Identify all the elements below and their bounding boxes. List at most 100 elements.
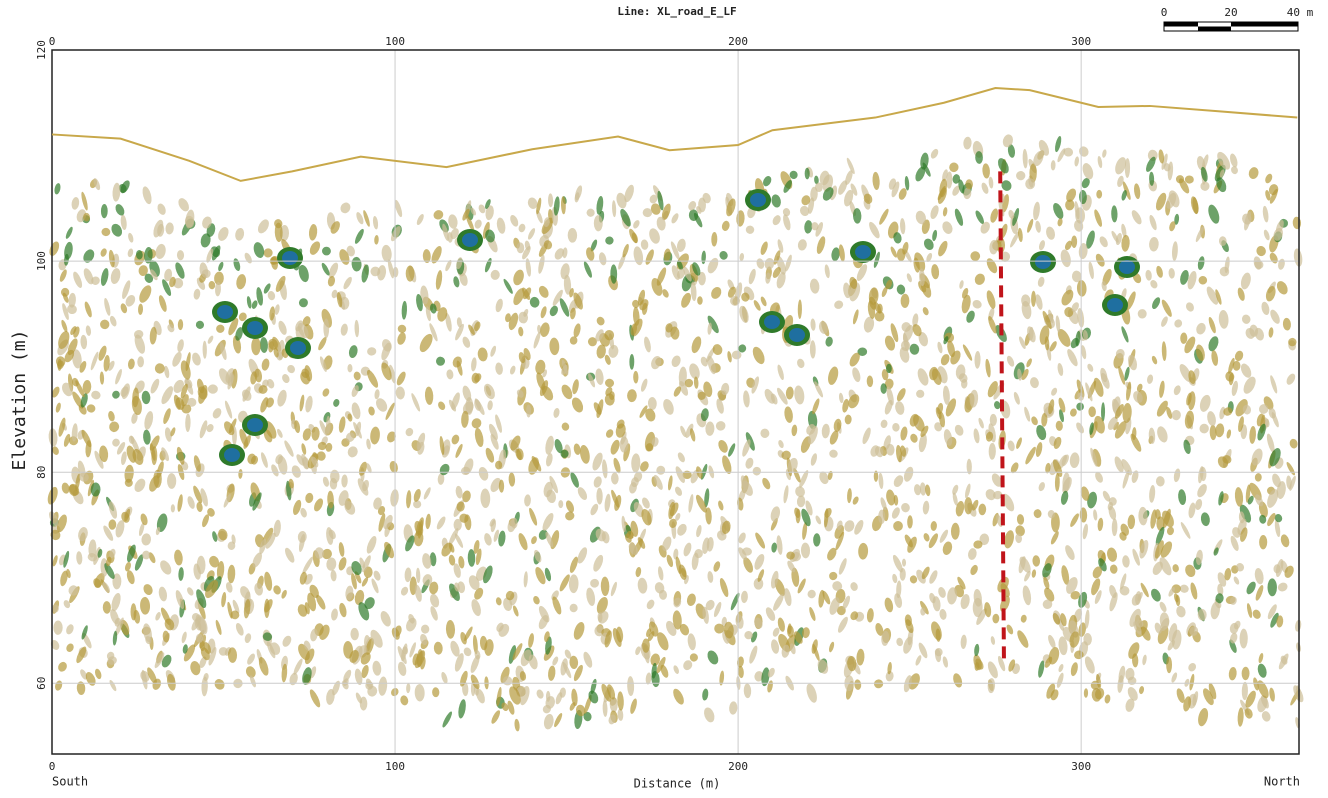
texture-blob	[158, 586, 169, 602]
texture-blob	[752, 553, 766, 572]
texture-blob	[635, 567, 642, 578]
texture-blob	[108, 519, 116, 530]
texture-blob	[920, 608, 925, 616]
texture-blob	[655, 464, 667, 476]
texture-blob	[1249, 426, 1257, 444]
texture-blob	[743, 683, 751, 698]
texture-blob	[637, 577, 648, 594]
texture-blob	[143, 410, 155, 430]
texture-blob	[489, 345, 497, 357]
texture-blob	[828, 641, 835, 653]
texture-blob	[916, 390, 924, 398]
texture-blob	[1029, 376, 1040, 389]
texture-blob	[509, 365, 517, 375]
texture-blob	[836, 615, 850, 634]
texture-blob	[125, 569, 136, 585]
texture-blob	[572, 323, 582, 338]
texture-blob	[139, 513, 148, 526]
texture-blob	[604, 493, 612, 512]
texture-blob	[1269, 687, 1276, 702]
texture-blob	[1207, 316, 1217, 334]
texture-blob	[642, 208, 652, 218]
texture-blob	[1293, 248, 1304, 267]
texture-blob	[744, 457, 754, 470]
texture-blob	[367, 347, 377, 356]
texture-blob	[776, 364, 785, 381]
texture-blob	[1237, 707, 1244, 727]
texture-blob	[697, 296, 703, 305]
texture-blob	[661, 398, 675, 417]
x-tick-label-top: 100	[385, 35, 405, 48]
texture-blob	[873, 679, 883, 689]
texture-blob	[1101, 149, 1107, 158]
texture-blob	[806, 589, 817, 600]
texture-blob	[215, 324, 225, 334]
texture-blob	[793, 385, 805, 405]
texture-blob	[601, 577, 610, 597]
texture-blob	[742, 390, 750, 408]
texture-blob	[1160, 298, 1174, 318]
texture-blob	[861, 427, 873, 445]
texture-blob	[154, 611, 162, 621]
texture-blob	[545, 453, 554, 468]
texture-blob	[752, 299, 762, 312]
texture-blob	[596, 488, 603, 505]
texture-blob	[1056, 672, 1065, 689]
texture-blob	[648, 397, 658, 410]
texture-blob	[595, 315, 606, 326]
texture-blob	[282, 251, 298, 265]
texture-blob	[365, 535, 379, 555]
texture-blob	[332, 398, 340, 407]
texture-blob	[705, 649, 720, 666]
texture-blob	[1094, 252, 1106, 268]
texture-blob	[936, 341, 943, 353]
texture-blob	[544, 435, 555, 455]
texture-blob	[936, 240, 949, 258]
texture-blob	[1084, 688, 1088, 698]
texture-blob	[523, 571, 528, 587]
texture-blob	[378, 676, 388, 696]
texture-blob	[537, 284, 551, 299]
texture-blob	[406, 490, 412, 508]
texture-blob	[1031, 569, 1036, 578]
texture-blob	[771, 214, 782, 227]
texture-blob	[1263, 229, 1271, 241]
texture-blob	[149, 378, 161, 395]
texture-blob	[1241, 314, 1252, 325]
texture-blob	[142, 429, 151, 445]
texture-blob	[323, 319, 329, 339]
texture-blob	[1172, 564, 1180, 573]
texture-blob	[424, 386, 433, 405]
texture-blob	[60, 319, 69, 333]
texture-blob	[601, 459, 608, 478]
texture-blob	[760, 428, 770, 438]
texture-blob	[856, 649, 865, 666]
texture-blob	[1121, 235, 1130, 252]
texture-blob	[974, 644, 980, 657]
texture-blob	[1083, 655, 1097, 675]
texture-blob	[1179, 521, 1192, 540]
texture-blob	[490, 269, 500, 280]
texture-blob	[416, 568, 421, 583]
texture-blob	[261, 358, 271, 371]
texture-blob	[896, 284, 906, 296]
texture-blob	[1037, 481, 1046, 492]
texture-blob	[89, 351, 99, 371]
texture-blob	[483, 532, 493, 546]
texture-blob	[280, 589, 288, 599]
texture-blob	[1005, 624, 1014, 636]
texture-blob	[963, 136, 972, 149]
texture-blob	[1294, 717, 1300, 729]
texture-blob	[810, 318, 816, 330]
texture-blob	[1035, 424, 1048, 441]
texture-blob	[797, 239, 808, 252]
texture-blob	[770, 193, 782, 208]
texture-blob	[1038, 239, 1046, 251]
texture-blob	[1015, 629, 1031, 650]
texture-blob	[224, 400, 234, 419]
texture-blob	[244, 633, 252, 644]
texture-blob	[1175, 605, 1187, 619]
texture-blob	[290, 464, 302, 479]
texture-blob	[1026, 218, 1035, 233]
texture-blob	[1130, 209, 1144, 226]
